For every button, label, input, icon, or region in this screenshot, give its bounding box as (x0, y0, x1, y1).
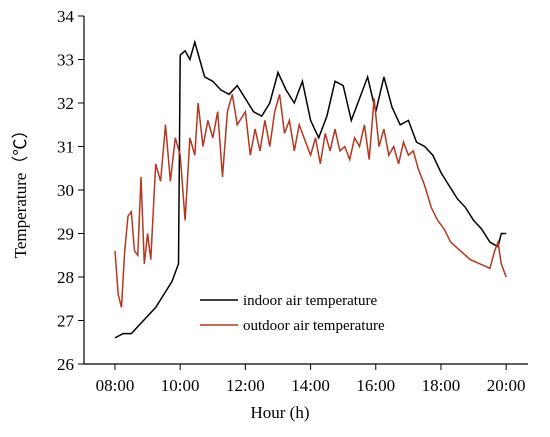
legend-label: outdoor air temperature (243, 318, 385, 334)
y-tick-label: 29 (57, 225, 74, 244)
y-tick-label: 33 (57, 51, 74, 70)
y-tick-label: 31 (57, 138, 74, 157)
x-tick-label: 12:00 (226, 376, 265, 395)
legend-label: indoor air temperature (243, 293, 377, 309)
x-tick-label: 18:00 (422, 376, 461, 395)
x-tick-label: 08:00 (96, 376, 135, 395)
y-tick-label: 27 (57, 312, 75, 331)
y-tick-label: 28 (57, 268, 74, 287)
y-tick-label: 32 (57, 94, 74, 113)
x-tick-label: 14:00 (291, 376, 330, 395)
x-tick-label: 10:00 (161, 376, 200, 395)
x-tick-label: 16:00 (356, 376, 395, 395)
y-axis-title: Temperature（℃） (11, 122, 30, 259)
y-tick-label: 34 (57, 7, 75, 26)
y-tick-label: 26 (57, 355, 74, 374)
y-tick-label: 30 (57, 181, 74, 200)
x-tick-label: 20:00 (487, 376, 526, 395)
line (114, 94, 507, 308)
line (114, 39, 507, 339)
x-axis-title: Hour (h) (250, 403, 309, 422)
